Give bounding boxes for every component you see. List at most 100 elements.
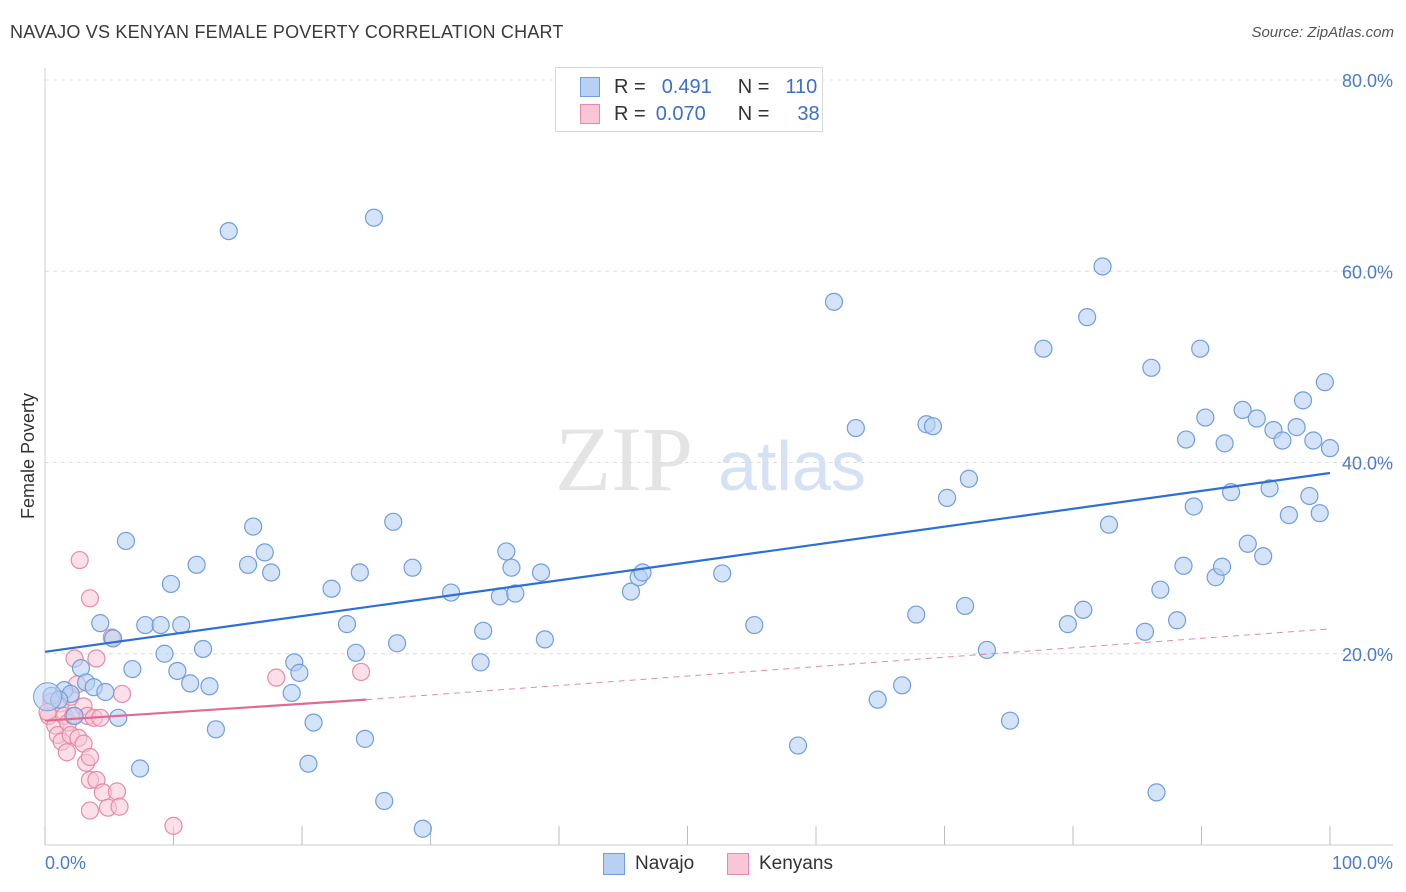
navajo-point [1142,358,1161,377]
navajo-point [1078,308,1097,327]
navajo-point [824,292,844,311]
n-value: 38 [797,102,820,125]
navajo-point [846,418,865,438]
navajo-points [33,94,1340,838]
r-label: R = [614,102,646,125]
kenyans-trend-line [44,698,367,722]
navajo-point [244,517,263,536]
navajo-point [155,644,174,663]
navajo-point [1279,505,1298,525]
navajo-point [1184,497,1203,516]
navajo-point [322,579,341,598]
navajo-point [1254,547,1273,566]
navajo-point [1074,600,1093,619]
navajo-point [788,736,808,755]
r-value: 0.070 [655,102,706,125]
navajo-point [1315,373,1334,392]
navajo-point [262,563,281,582]
navajo-point [304,713,323,732]
navajo-point [337,615,357,634]
navajo-point [713,564,732,583]
navajo-point [109,708,128,727]
navajo-point [413,819,432,838]
navajo-point [123,659,142,679]
navajo-point [745,615,764,635]
navajo-point [1215,434,1234,453]
kenyans-point [267,668,286,687]
kenyans-point [87,649,106,668]
navajo-point [1135,622,1155,641]
navajo-point [1093,257,1112,276]
navajo-point [350,563,369,582]
navajo-point [65,706,84,726]
navajo-point [151,615,170,635]
legend-label-navajo: Navajo [635,853,695,874]
legend-row-navajo: R = 0.491 N = 110 [580,74,817,100]
navajo-point [977,640,997,660]
navajo-point [923,417,943,436]
navajo-point [290,663,309,682]
legend-label-kenyans: Kenyans [759,853,833,874]
navajo-point [161,574,181,594]
navajo-point [187,555,206,574]
navajo-point [1174,556,1193,575]
navajo-point-cluster [33,682,63,712]
kenyans-point [80,747,100,767]
navajo-point [200,677,219,696]
navajo-point [1300,486,1319,506]
navajo-point [1176,430,1196,449]
navajo-point [130,759,150,778]
navajo-point [1191,339,1210,358]
navajo-point [1212,557,1232,576]
navajo-point [1304,431,1323,450]
x-tick-label: 0.0% [45,853,86,873]
kenyans-point [107,782,127,801]
kenyans-point [80,589,100,608]
navajo-point [91,614,110,633]
watermark-atlas: atlas [718,427,866,505]
kenyans-point [80,801,100,820]
navajo-point [168,661,187,681]
navajo-point [474,621,493,640]
navajo-point [1273,431,1292,450]
bottom-legend-navajo: Navajo [603,852,694,876]
navajo-point [1320,439,1340,458]
navajo-point [387,634,407,653]
watermark-zip: ZIP [555,408,693,510]
navajo-point [219,221,238,241]
navajo-point [282,683,301,703]
navajo-point [959,469,979,488]
navajo-point [206,720,226,739]
navajo-point [238,555,258,574]
source-label: Source: ZipAtlas.com [1251,24,1394,41]
chart-title: NAVAJO VS KENYAN FEMALE POVERTY CORRELAT… [10,22,564,42]
kenyans-point [112,684,132,704]
navajo-point [136,615,155,635]
navajo-point [1034,339,1053,358]
navajo-point [193,639,213,659]
navajo-point [955,596,975,616]
navajo-point [299,754,318,773]
r-value: 0.491 [661,75,712,98]
navajo-swatch [580,77,600,97]
navajo-point [502,558,521,577]
navajo-point [1247,409,1266,428]
navajo-point [1233,400,1252,420]
n-label: N = [737,102,770,125]
navajo-point [531,563,551,582]
kenyans-point [164,816,183,835]
navajo-point [255,543,274,562]
navajo-point [116,531,136,551]
navajo-point [1167,611,1187,630]
navajo-point [1238,534,1257,553]
correlation-legend: R = 0.491 N = 110 R = 0.070 N = 38 [555,67,823,132]
navajo-point [355,729,375,748]
navajo-point [937,488,957,507]
y-tick-label: 20.0% [1342,645,1393,665]
navajo-point [346,643,366,662]
kenyans-point [352,662,371,682]
navajo-point [364,208,384,227]
navajo-trend-line [44,471,1331,653]
bottom-legend-kenyans: Kenyans [727,852,833,876]
